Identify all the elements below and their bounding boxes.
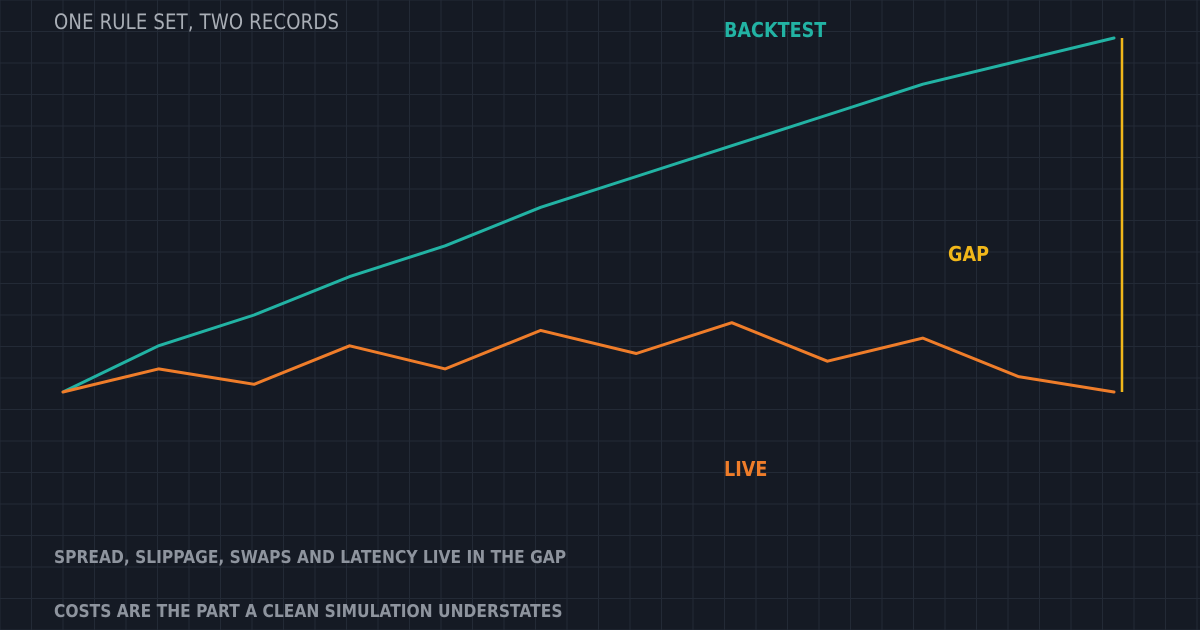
series-line-backtest [61, 36, 1116, 394]
chart-title: ONE RULE SET, TWO RECORDS [54, 10, 340, 34]
gap-label: GAP [948, 242, 989, 266]
note-costs-understated: COSTS ARE THE PART A CLEAN SIMULATION UN… [54, 601, 563, 622]
series-label-live: LIVE [724, 457, 768, 481]
series-lines [61, 36, 1116, 394]
note-costs-gap: SPREAD, SLIPPAGE, SWAPS AND LATENCY LIVE… [54, 547, 567, 568]
series-line-live [61, 321, 1116, 394]
series-label-backtest: BACKTEST [724, 18, 827, 42]
